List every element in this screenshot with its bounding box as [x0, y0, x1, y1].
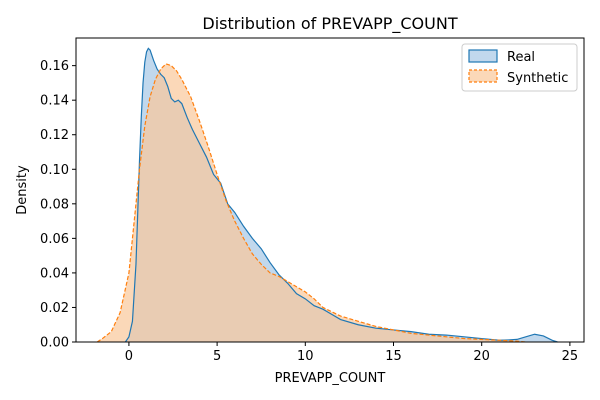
- x-tick-label: 15: [385, 349, 402, 364]
- chart-title: Distribution of PREVAPP_COUNT: [202, 14, 457, 34]
- legend-swatch-synthetic: [468, 69, 498, 83]
- legend-label-real: Real: [507, 50, 535, 65]
- plot-frame: [75, 37, 585, 343]
- x-axis-label: PREVAPP_COUNT: [275, 371, 386, 386]
- legend-swatch-real: [468, 49, 498, 63]
- y-tick-label: 0.08: [40, 197, 69, 212]
- y-tick-label: 0.14: [40, 94, 69, 109]
- x-tick-label: 0: [125, 349, 133, 364]
- x-tick-label: 20: [473, 349, 490, 364]
- y-tick-label: 0.02: [40, 301, 69, 316]
- y-tick-label: 0.00: [40, 336, 69, 351]
- x-tick-label: 5: [213, 349, 221, 364]
- density-area-synthetic: [97, 63, 526, 342]
- y-tick-label: 0.06: [40, 232, 69, 247]
- x-tick-label: 25: [562, 349, 579, 364]
- density-line-synthetic: [96, 63, 526, 343]
- legend: Real Synthetic: [461, 43, 578, 92]
- legend-label-synthetic: Synthetic: [507, 71, 568, 86]
- y-tick-label: 0.04: [40, 266, 69, 281]
- y-tick-label: 0.16: [40, 59, 69, 74]
- y-tick-label: 0.10: [40, 163, 69, 178]
- x-tick-label: 10: [297, 349, 314, 364]
- y-axis-label: Density: [15, 165, 30, 215]
- y-tick-label: 0.12: [40, 128, 69, 143]
- density-line-real: [124, 47, 558, 343]
